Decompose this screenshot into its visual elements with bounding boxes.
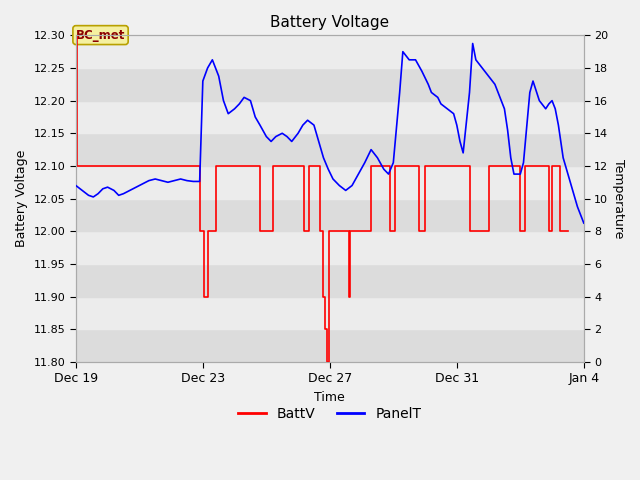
Text: BC_met: BC_met <box>76 29 125 42</box>
Y-axis label: Battery Voltage: Battery Voltage <box>15 150 28 247</box>
Bar <box>76 329 584 362</box>
Legend: BattV, PanelT: BattV, PanelT <box>232 402 427 427</box>
Bar <box>76 36 584 68</box>
Bar <box>76 133 584 166</box>
Bar <box>76 166 584 199</box>
Bar <box>76 68 584 101</box>
Bar <box>76 231 584 264</box>
Y-axis label: Temperature: Temperature <box>612 159 625 238</box>
Bar <box>76 101 584 133</box>
Title: Battery Voltage: Battery Voltage <box>270 15 389 30</box>
Bar <box>76 199 584 231</box>
Bar <box>76 297 584 329</box>
Bar <box>76 264 584 297</box>
X-axis label: Time: Time <box>314 391 345 404</box>
